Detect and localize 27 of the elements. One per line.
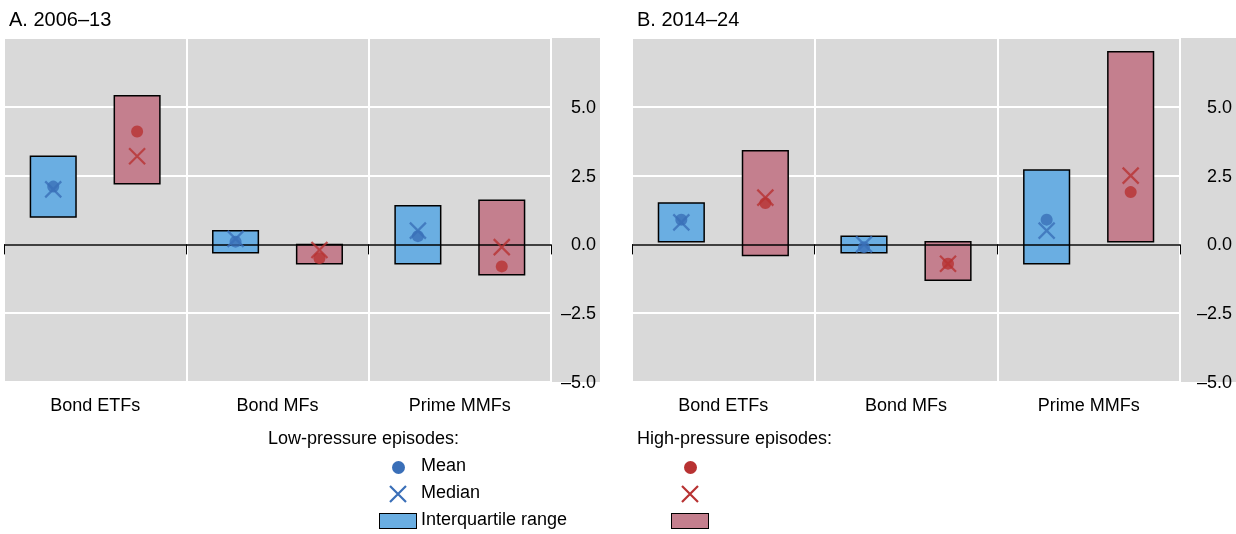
y-tick-label: 2.5 bbox=[570, 165, 596, 186]
y-tick-label: 0.0 bbox=[570, 234, 596, 255]
x-tick-label: Bond ETFs bbox=[678, 395, 769, 415]
y-tick-label: –5.0 bbox=[1196, 372, 1232, 392]
y-tick-label: 5.0 bbox=[1206, 96, 1232, 117]
y-tick-label: 0.0 bbox=[1206, 234, 1232, 255]
y-tick-label: –2.5 bbox=[1196, 303, 1232, 324]
chart-title: A. 2006–13 bbox=[9, 8, 112, 30]
x-tick-label: Prime MMFs bbox=[1037, 395, 1140, 415]
bar bbox=[657, 202, 705, 243]
legend-title: Low-pressure episodes: bbox=[268, 428, 460, 449]
y-tick-label: –5.0 bbox=[560, 372, 596, 392]
x-tick-label: Bond ETFs bbox=[50, 395, 141, 415]
legend-label: Interquartile range bbox=[421, 509, 568, 530]
x-tick-label: Prime MMFs bbox=[408, 395, 511, 415]
legend-title: High-pressure episodes: bbox=[637, 428, 833, 449]
y-tick-label: 2.5 bbox=[1206, 165, 1232, 186]
bar bbox=[29, 155, 77, 218]
y-tick-label: –2.5 bbox=[560, 303, 596, 324]
x-tick-label: Bond MFs bbox=[864, 395, 948, 415]
bar bbox=[113, 95, 161, 185]
y-tick-label: 5.0 bbox=[570, 96, 596, 117]
bar bbox=[1107, 51, 1155, 243]
legend-label: Median bbox=[421, 482, 481, 503]
chart-title: B. 2014–24 bbox=[637, 8, 740, 30]
x-tick-label: Bond MFs bbox=[236, 395, 319, 415]
legend-label: Mean bbox=[421, 455, 467, 476]
